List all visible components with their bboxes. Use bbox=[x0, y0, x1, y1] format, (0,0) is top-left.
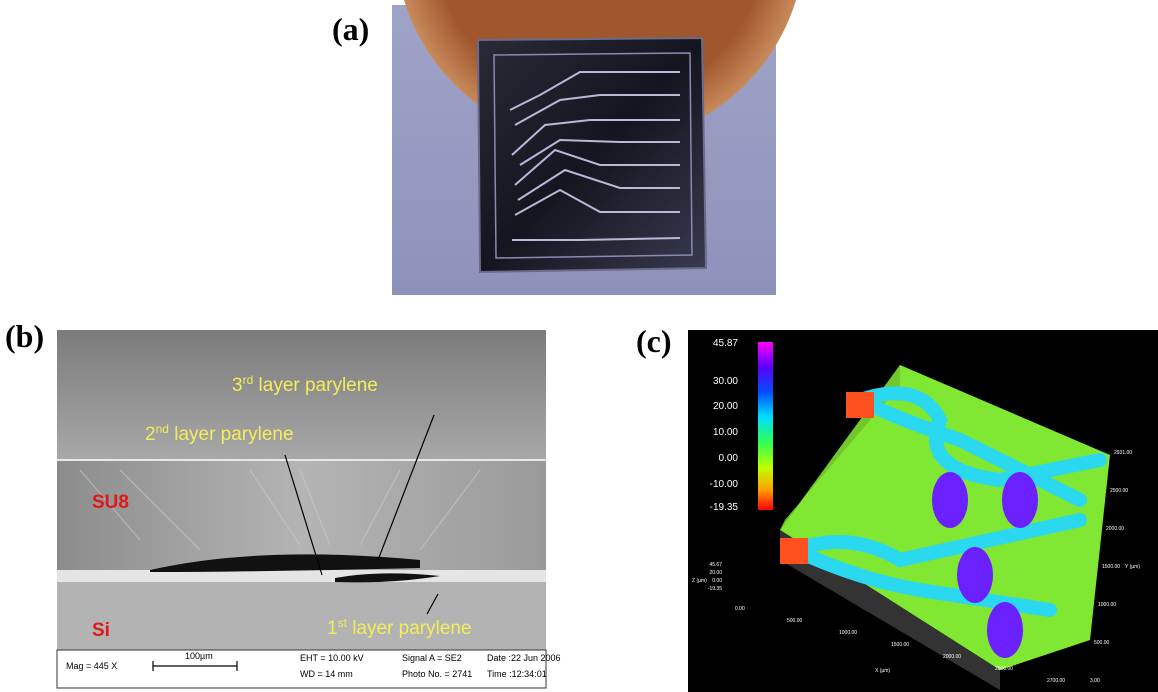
y-tick-label: 1000.00 bbox=[1098, 602, 1116, 608]
panel-label: (b) bbox=[5, 318, 44, 354]
colorbar-label: 20.00 bbox=[713, 401, 738, 412]
annotation-text: layer parylene bbox=[253, 375, 378, 396]
annotation-text: 2 bbox=[145, 424, 156, 445]
info-text: Mag = 445 X bbox=[66, 661, 117, 671]
annotation: SU8 bbox=[92, 492, 129, 513]
colorbar-label: 10.00 bbox=[713, 427, 738, 438]
info-text: WD = 14 mm bbox=[300, 669, 353, 679]
colorbar-label: 0.00 bbox=[719, 453, 739, 464]
axis-title: Z (µm) bbox=[692, 578, 707, 584]
annotation-text: 1 bbox=[327, 618, 338, 639]
info-text: Signal A = SE2 bbox=[402, 653, 462, 663]
info-text: Photo No. = 2741 bbox=[402, 669, 472, 679]
superscript: nd bbox=[156, 422, 169, 436]
y-tick-label: 2000.00 bbox=[1106, 526, 1124, 532]
x-tick-label: 2500.00 bbox=[995, 666, 1013, 672]
x-tick-label: 1000.00 bbox=[839, 630, 857, 636]
info-text: 100µm bbox=[185, 651, 213, 661]
y-tick-label: 1500.00 bbox=[1102, 564, 1120, 570]
x-tick-label: 0.00 bbox=[735, 606, 745, 612]
axis-title: X (µm) bbox=[875, 668, 890, 674]
x-tick-label: 2700.00 bbox=[1047, 678, 1065, 684]
x-tick-label: 500.00 bbox=[787, 618, 803, 624]
info-text: Date :22 Jun 2006 bbox=[487, 653, 561, 663]
annotation-text: Si bbox=[92, 620, 110, 641]
annotation-text: SU8 bbox=[92, 492, 129, 513]
annotation-text: layer parylene bbox=[169, 424, 294, 445]
photo-a bbox=[392, 0, 805, 295]
z-tick-label: -19.35 bbox=[708, 586, 722, 592]
y-tick-label: 2500.00 bbox=[1110, 488, 1128, 494]
z-tick-label: 0.00 bbox=[712, 578, 722, 584]
x-tick-label: 2000.00 bbox=[943, 654, 961, 660]
colorbar-label: -19.35 bbox=[710, 502, 739, 513]
figure: (a) (b) bbox=[0, 0, 1158, 692]
annotation-text: 3 bbox=[232, 375, 243, 396]
z-tick-label: 20.00 bbox=[709, 570, 722, 576]
annotation-text: layer parylene bbox=[347, 618, 472, 639]
colorbar-label: 30.00 bbox=[713, 376, 738, 387]
panel-label: (a) bbox=[332, 11, 369, 47]
annotation: Si bbox=[92, 620, 110, 641]
info-text: Time :12:34:01 bbox=[487, 669, 547, 679]
panel-label: (c) bbox=[636, 323, 672, 359]
axis-title: Y (µm) bbox=[1125, 564, 1140, 570]
x-tick-label: 1500.00 bbox=[891, 642, 909, 648]
y-tick-label: 2931.00 bbox=[1114, 450, 1132, 456]
y-tick-label: 500.00 bbox=[1094, 640, 1110, 646]
colorbar-label: -10.00 bbox=[710, 479, 739, 490]
annotation: 3rd layer parylene bbox=[232, 373, 378, 396]
info-text: EHT = 10.00 kV bbox=[300, 653, 364, 663]
photo-c bbox=[688, 330, 1158, 692]
annotation: 1st layer parylene bbox=[327, 616, 472, 639]
z-tick-label: 45.67 bbox=[709, 562, 722, 568]
superscript: rd bbox=[243, 373, 254, 387]
colorbar-label: 45.87 bbox=[713, 338, 738, 349]
y-tick-label: 3.00 bbox=[1090, 678, 1100, 684]
